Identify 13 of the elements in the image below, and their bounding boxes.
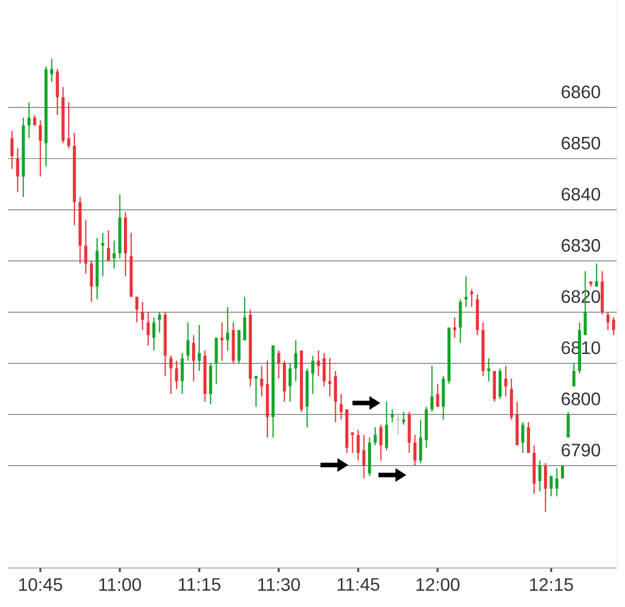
x-tick-label: 12:00 bbox=[416, 578, 460, 591]
x-tick-label: 11:45 bbox=[338, 578, 380, 591]
y-tick-label: 6850 bbox=[562, 136, 600, 150]
y-tick-label: 6800 bbox=[562, 392, 600, 406]
y-tick-label: 6840 bbox=[562, 188, 600, 201]
y-tick-label: 6860 bbox=[562, 86, 600, 98]
y-tick-label: 6830 bbox=[562, 239, 600, 252]
x-tick-label: 11:00 bbox=[99, 578, 141, 591]
x-tick-label: 12:15 bbox=[530, 578, 573, 591]
x-tick-label: 11:15 bbox=[178, 578, 220, 591]
x-tick-label: 11:30 bbox=[258, 578, 300, 591]
y-tick-label: 6790 bbox=[562, 444, 600, 456]
x-tick-label: 10:45 bbox=[19, 578, 62, 591]
